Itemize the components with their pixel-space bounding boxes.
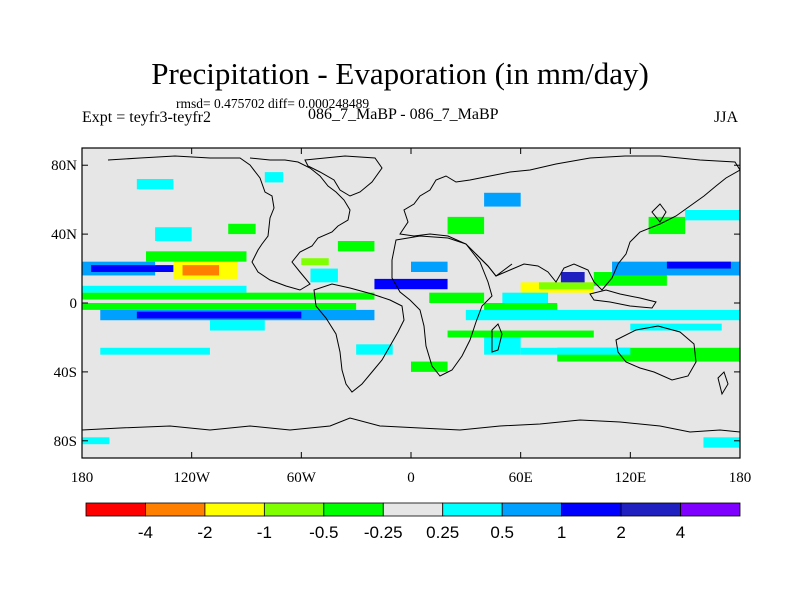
experiment-name: 086_7_MaBP - 086_7_MaBP — [308, 106, 499, 123]
contour-region-7 — [82, 303, 357, 310]
colorbar-swatch-1 — [145, 502, 206, 517]
contour-region-17 — [429, 292, 485, 303]
coastline-eurasia — [399, 155, 740, 291]
contour-region-19 — [484, 192, 521, 207]
contour-region-5 — [82, 285, 247, 293]
colorbar-label: 2 — [616, 523, 625, 542]
coastline-madagascar — [491, 323, 503, 353]
colorbar: -4 -2 -1 -0.5 -0.25 0.25 0.5 1 2 4 — [85, 502, 741, 542]
colorbar-label: -2 — [197, 523, 212, 542]
colorbar-label: -0.25 — [364, 523, 403, 542]
coastline-africa — [391, 235, 493, 377]
contour-region-36 — [155, 227, 192, 241]
contour-region-34 — [703, 437, 740, 448]
coastline-arabia — [475, 253, 513, 277]
colorbar-label: 0.25 — [426, 523, 459, 542]
contour-region-18 — [447, 216, 485, 235]
contour-region-10 — [209, 320, 265, 331]
contour-region-24 — [593, 272, 667, 286]
contour-region-35 — [82, 437, 110, 445]
contour-region-16 — [411, 261, 448, 272]
colorbar-label: 0.5 — [490, 523, 514, 542]
y-tick-label: 40N — [51, 227, 77, 243]
contour-region-41 — [685, 210, 740, 221]
contour-region-13 — [310, 268, 338, 283]
contour-region-40 — [648, 216, 686, 235]
x-tick-label: 180 — [729, 470, 752, 486]
contour-region-30 — [447, 330, 594, 338]
coastline-japan — [651, 203, 667, 223]
colorbar-swatch-4 — [323, 502, 384, 517]
x-tick-label: 120W — [173, 470, 211, 486]
coastline-south-america — [313, 283, 405, 393]
coastline-greenland — [304, 155, 383, 197]
colorbar-label: 1 — [557, 523, 566, 542]
coastlines — [82, 155, 740, 433]
contour-region-39 — [136, 179, 174, 190]
colorbar-swatch-6 — [442, 502, 503, 517]
contour-region-26 — [666, 261, 731, 269]
colorbar-label: -4 — [138, 523, 153, 542]
contour-region-14 — [337, 241, 375, 252]
contour-region-37 — [228, 223, 256, 235]
contour-region-11 — [100, 347, 210, 355]
colorbar-swatch-8 — [561, 502, 622, 517]
coastline-australia — [615, 325, 697, 381]
contour-region-12 — [301, 258, 329, 266]
x-tick-label: 120E — [614, 470, 646, 486]
coastline-north-america — [107, 155, 351, 291]
x-tick-label: 60W — [287, 470, 317, 486]
contour-region-42 — [356, 344, 393, 355]
contour-region-23 — [560, 272, 585, 283]
coastline-antarctica — [82, 417, 740, 433]
axes: 180 120W 60W 0 60E 120E 180 80N 40N 0 40S 80S — [51, 148, 751, 486]
colorbar-label: -1 — [257, 523, 272, 542]
contour-region-6 — [82, 292, 375, 300]
contour-region-31 — [484, 337, 521, 355]
contour-region-22 — [502, 292, 549, 303]
y-tick-label: 0 — [70, 296, 78, 312]
stats-text: rmsd= 0.475702 diff= 0.000248489 — [176, 96, 370, 111]
contour-region-1 — [91, 265, 183, 272]
contour-region-21 — [538, 282, 594, 290]
contour-region-33 — [520, 347, 631, 355]
contour-region-29 — [630, 323, 722, 331]
contour-region-15 — [374, 278, 448, 290]
contour-region-3 — [182, 265, 220, 276]
contour-region-43 — [411, 361, 448, 372]
contour-region-9 — [136, 311, 302, 319]
contour-region-27 — [484, 303, 558, 314]
y-tick-label: 40S — [54, 365, 77, 381]
x-tick-label: 60E — [509, 470, 533, 486]
coastline-new-zealand — [717, 371, 729, 396]
contour-region-28 — [465, 309, 740, 321]
colorbar-swatch-0 — [85, 502, 146, 517]
contour-region-38 — [264, 172, 284, 183]
y-tick-label: 80N — [51, 158, 77, 174]
experiment-label: Expt = teyfr3-teyfr2 — [82, 109, 211, 126]
contour-regions — [82, 172, 740, 448]
chart-title: Precipitation - Evaporation (in mm/day) — [151, 56, 649, 91]
x-tick-label: 180 — [71, 470, 94, 486]
colorbar-swatch-10 — [680, 502, 741, 517]
y-tick-label: 80S — [54, 434, 77, 450]
colorbar-swatch-7 — [501, 502, 563, 517]
colorbar-label: -0.5 — [309, 523, 338, 542]
colorbar-swatch-2 — [204, 502, 265, 517]
contour-region-4 — [145, 251, 247, 262]
colorbar-label: 4 — [676, 523, 685, 542]
colorbar-swatch-5 — [382, 502, 444, 517]
colorbar-swatch-3 — [263, 502, 325, 517]
x-tick-label: 0 — [407, 470, 415, 486]
coastline-indonesia — [589, 289, 657, 309]
season-label: JJA — [714, 109, 739, 126]
colorbar-swatch-9 — [620, 502, 681, 517]
